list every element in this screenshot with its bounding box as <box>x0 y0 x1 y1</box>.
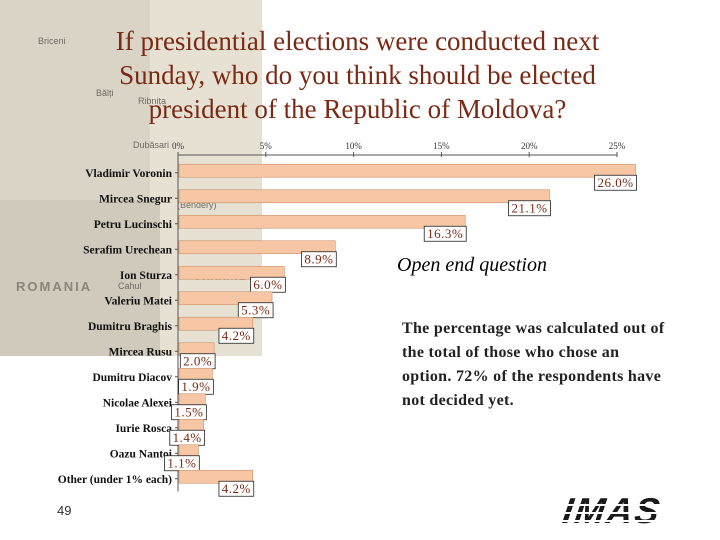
map-label-romania: ROMANIA <box>16 279 93 294</box>
data-label: 1.1% <box>167 455 196 470</box>
category-label: Dumitru Diacov <box>92 372 172 384</box>
category-label: Valeriu Matei <box>104 295 172 307</box>
map-region-southwest <box>0 200 160 356</box>
category-label: Iurie Rosca <box>115 423 172 435</box>
data-label: 5.3% <box>241 302 270 317</box>
data-label: 1.9% <box>181 379 210 394</box>
slide-title: If presidential elections were conducted… <box>115 26 600 124</box>
category-label: Nicolae Alexei <box>103 397 173 409</box>
x-tick-label: 20% <box>521 141 538 151</box>
imas-logo: IMAS <box>560 490 664 532</box>
data-label-box <box>218 480 255 497</box>
data-label: 8.9% <box>304 251 333 266</box>
bar <box>178 214 466 229</box>
category-label: Mircea Rusu <box>109 346 173 358</box>
map-label-briceni: Briceni <box>38 36 66 46</box>
data-label: 26.0% <box>598 175 634 190</box>
data-label: 1.5% <box>174 404 203 419</box>
data-label: 16.3% <box>427 226 463 241</box>
data-label-box <box>594 174 637 191</box>
bar <box>178 265 285 280</box>
category-label: Vladimir Voronin <box>85 168 172 180</box>
map-label-dubasari: Dubăsari <box>133 140 170 150</box>
category-label: Petru Lucinschi <box>94 219 173 231</box>
note-body: The percentage was calculated out of the… <box>402 320 665 409</box>
bar <box>178 469 254 484</box>
map-label-cahul: Cahul <box>118 281 142 291</box>
bar <box>178 163 636 178</box>
x-tick-label: 10% <box>345 141 362 151</box>
map-label-bendery: (Bendery) <box>177 200 217 210</box>
category-label: Other (under 1% each) <box>58 474 172 486</box>
category-label: Mircea Snegur <box>99 193 172 205</box>
x-tick-label: 0% <box>172 141 185 151</box>
data-label-box <box>218 327 255 344</box>
data-label-box <box>237 302 274 319</box>
logo-text: IMAS <box>560 490 664 531</box>
data-label: 21.1% <box>511 200 547 215</box>
x-tick-label: 5% <box>260 141 273 151</box>
bar <box>178 240 336 255</box>
data-label: 4.2% <box>222 481 251 496</box>
page-number: 49 <box>57 503 72 518</box>
category-label: Ion Sturza <box>120 270 172 282</box>
data-label-box <box>508 200 551 217</box>
data-label: 4.2% <box>222 328 251 343</box>
data-label-box <box>301 251 337 268</box>
category-label: Dumitru Braghis <box>88 321 173 333</box>
map-label-ribnita: Ribnița <box>138 96 167 106</box>
data-label: 1.4% <box>173 430 202 445</box>
x-tick-label: 15% <box>433 141 450 151</box>
chart-bars: Vladimir Voronin 26.0% Mircea Snegur 21.1% P… <box>58 163 637 497</box>
data-label: 2.0% <box>183 353 212 368</box>
bar <box>178 291 273 306</box>
bar <box>178 316 254 331</box>
data-label-box <box>423 225 467 242</box>
category-label: Serafim Urechean <box>83 244 172 256</box>
x-tick-label: 25% <box>609 141 626 151</box>
category-label: Oazu Nantoi <box>110 448 173 460</box>
bar <box>178 189 550 204</box>
data-label: 6.0% <box>253 277 282 292</box>
map-label-balti: Bălți <box>96 88 114 98</box>
logo-stripe <box>561 520 660 522</box>
note-heading: Open end question <box>397 254 547 276</box>
logo-stripe <box>562 512 661 514</box>
logo-stripe <box>563 504 662 506</box>
